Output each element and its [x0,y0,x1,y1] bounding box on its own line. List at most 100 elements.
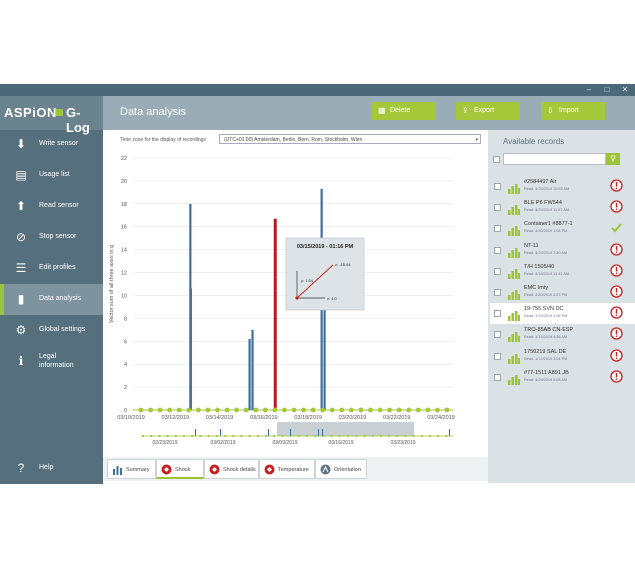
sidebar-item-help[interactable]: ? Help [0,453,103,484]
data-point[interactable] [138,407,144,413]
alert-icon [610,242,623,256]
delete-button[interactable]: ▦ Delete [372,102,436,120]
record-date: Read: 4/18/2019 11:41 AM [524,271,569,276]
sidebar-item-usage-list[interactable]: ▤ Usage list [0,160,103,191]
record-checkbox[interactable] [494,204,501,212]
data-point[interactable] [291,407,297,413]
maximize-button[interactable]: □ [604,85,610,94]
sidebar-item-read-sensor[interactable]: ⬆ Read sensor [0,191,103,222]
sidebar-item-global-settings[interactable]: ⚙ Global settings [0,315,103,346]
bar[interactable] [273,218,277,410]
sidebar-item-stop-sensor[interactable]: ⊘ Stop sensor [0,222,103,253]
list-item[interactable]: #77-1511 A891 JB Read: 4/29/2019 5:08 AM [490,367,635,388]
data-point[interactable] [339,407,345,413]
sidebar-item-edit-profiles[interactable]: ☰ Edit profiles [0,253,103,284]
record-checkbox[interactable] [494,225,501,233]
timezone-select[interactable]: (UTC+01:00) Amsterdam, Berlin, Bern, Rom… [219,134,481,144]
close-button[interactable]: ✕ [621,85,629,94]
data-point[interactable] [167,407,173,413]
sidebar-item-write-sensor[interactable]: ⬇ Write sensor [0,129,103,160]
tab-orientation[interactable]: Orientation [315,459,367,479]
record-name: T/H 1505/40 [524,263,555,270]
data-point[interactable] [272,407,278,413]
minimize-button[interactable]: – [586,85,592,94]
data-point[interactable] [329,407,335,413]
list-item[interactable]: BLE P6 FW544 Read: 4/29/2019 11:57 AM [490,197,635,218]
tab-summary[interactable]: Summary [107,459,156,479]
record-checkbox[interactable] [494,246,501,254]
overview-strip[interactable] [141,422,453,438]
list-item[interactable]: T/H 1505/40 Read: 4/18/2019 11:41 AM [490,261,635,282]
tab-shock-details[interactable]: Shock details [204,459,259,479]
record-checkbox[interactable] [494,267,501,275]
data-point[interactable] [215,407,220,413]
data-point[interactable] [243,407,249,413]
sidebar-item-data-analysis[interactable]: ▮ Data analysis [0,284,103,315]
bar[interactable] [248,338,251,410]
export-button[interactable]: ⇪ Export [456,102,520,120]
record-checkbox[interactable] [494,310,501,318]
list-item[interactable]: 1750219 SAL DE Read: 1/12/2019 3:04 PM [490,346,635,367]
download-icon: ⬇ [15,137,27,151]
tab-temperature[interactable]: Temperature [259,459,315,479]
data-point[interactable] [358,407,364,413]
data-point[interactable] [406,407,412,413]
search-button[interactable]: ⚲ [606,153,620,165]
data-point[interactable] [435,407,440,413]
data-point[interactable] [224,407,230,413]
data-point[interactable] [415,407,421,413]
records-search-input[interactable] [503,153,606,165]
tab-label: Orientation [334,467,361,473]
overview-tick-label: 02/23/2019 [152,440,177,446]
data-point[interactable] [368,407,373,413]
list-item[interactable]: Container1 #8877-1 Read: 4/30/2019 1:08 P… [490,218,635,239]
data-point[interactable] [282,407,287,413]
x-tick-label: 03/24/2019 [427,415,455,421]
list-item[interactable]: NT-11 Read: 4/29/2019 7:30 AM [490,240,635,261]
data-point[interactable] [396,407,402,413]
shock-chart[interactable]: 0 2 4 6 8 10 12 14 16 18 20 22 Vector sum of all thr… [103,146,488,456]
record-checkbox[interactable] [494,331,501,339]
list-item[interactable]: #2584497 Air Read: 4/25/2019 10:53 AM [490,176,635,197]
sidebar-item-label: Stop sensor [39,233,77,240]
data-point[interactable] [444,407,450,413]
record-checkbox[interactable] [494,183,501,190]
data-point[interactable] [301,407,306,413]
data-point[interactable] [186,407,192,413]
bar[interactable] [189,288,192,410]
data-point[interactable] [387,407,393,413]
record-checkbox[interactable] [494,373,501,381]
data-point[interactable] [205,407,211,413]
list-item[interactable]: TRO-85AB CN-ESP Read: 1/16/2019 4:36 AM [490,324,635,345]
data-point[interactable] [262,407,268,413]
bar[interactable] [251,329,254,410]
data-point[interactable] [377,407,383,413]
record-date: Read: 4/30/2019 2:23 PM [524,293,568,297]
record-date: Read: 4/29/2019 11:57 AM [524,208,569,213]
data-point[interactable] [157,407,163,413]
data-point[interactable] [310,407,316,413]
import-button[interactable]: ⇩ Import [541,102,605,120]
data-point[interactable] [234,407,240,413]
alert-icon [610,200,623,213]
data-point[interactable] [348,407,354,413]
data-point[interactable] [253,407,259,413]
logo-glog: G-Log [66,105,90,135]
data-point[interactable] [176,407,182,413]
data-point[interactable] [195,407,201,413]
record-checkbox[interactable] [494,289,501,296]
select-all-checkbox[interactable] [493,156,500,163]
tab-shock[interactable]: Shock [156,459,204,479]
sidebar-item-legal-information[interactable]: ℹ Legal information [0,346,103,377]
data-point[interactable] [320,407,326,413]
record-name: Container1 #8877-1 [524,221,573,228]
data-point[interactable] [425,407,431,413]
list-item[interactable]: 19-755 SVN DC Read: 3/29/2019 1:08 PM [490,303,635,325]
data-point[interactable] [148,407,153,413]
record-checkbox[interactable] [494,352,501,360]
list-item[interactable]: EMC Imty Read: 4/30/2019 2:23 PM [490,282,635,303]
record-date: Read: 4/30/2019 1:08 PM [524,229,568,234]
sidebar-item-label: Write sensor [39,140,79,147]
bar[interactable] [323,304,326,410]
analysis-tabs: Summary Shock Shock details Temperature Orie… [103,457,488,481]
